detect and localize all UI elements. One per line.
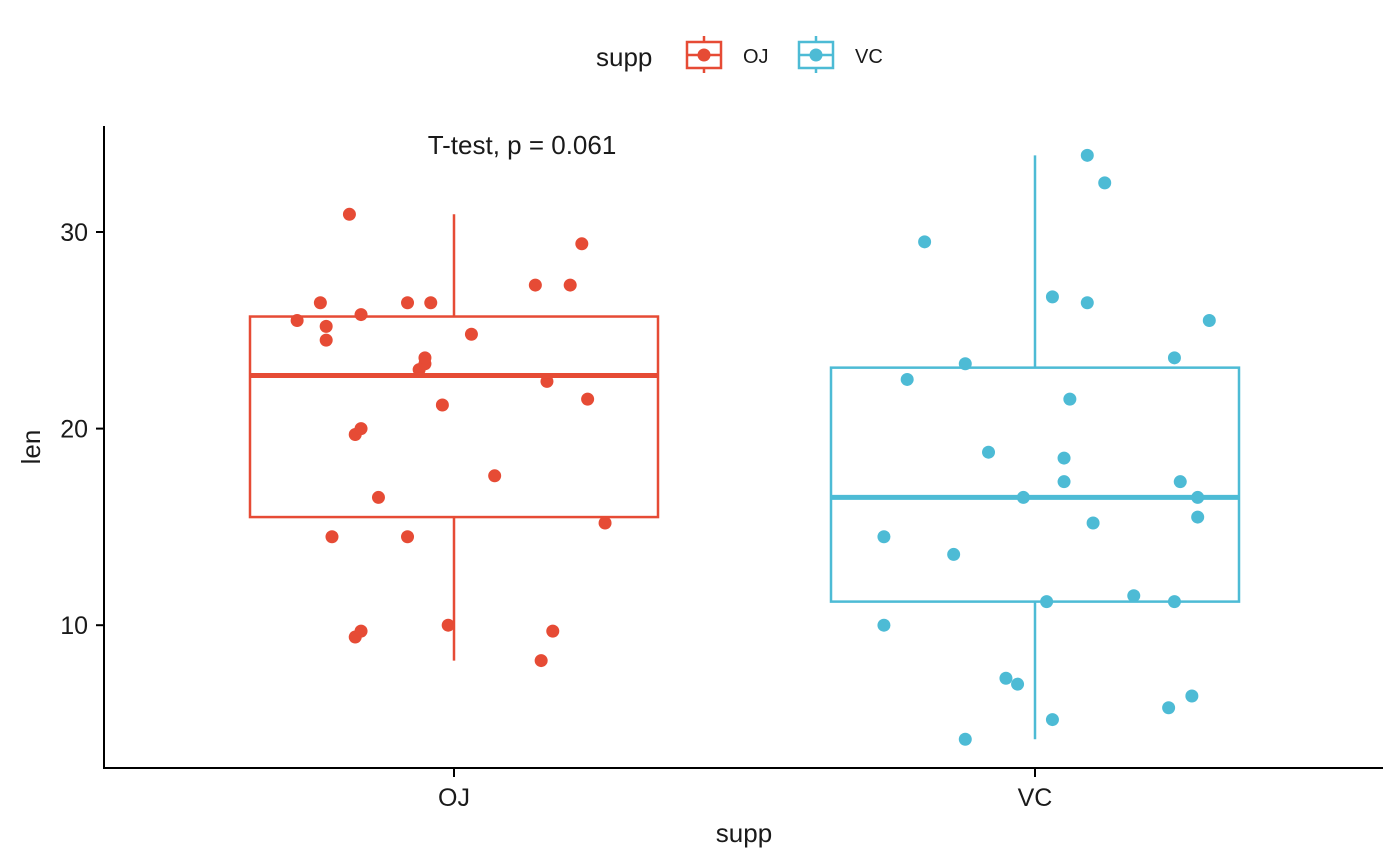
axes: 10 20 30 OJ VC [60,126,1383,812]
data-point [342,207,356,221]
data-point [1011,677,1025,691]
data-point [1162,701,1176,715]
data-point [1080,296,1094,310]
data-point [1167,351,1181,365]
data-point [1202,313,1216,327]
data-point [1098,176,1112,190]
data-point [1185,689,1199,703]
legend-label: VC [855,46,883,68]
data-point [877,618,891,632]
data-point [982,445,996,459]
box-group-oj [248,207,660,668]
data-point [900,372,914,386]
data-point [1045,290,1059,304]
data-point [598,516,612,530]
data-point [877,530,891,544]
data-point [313,296,327,310]
ttest-annotation: T-test, p = 0.061 [428,130,617,160]
data-point [534,654,548,668]
x-tick-label: VC [1018,784,1053,812]
data-point [1191,490,1205,504]
data-point [581,392,595,406]
y-tick-label: 10 [60,612,88,640]
legend-label: OJ [743,46,769,68]
data-point [354,624,368,638]
legend-entry-vc: VC [797,36,883,73]
data-point [563,278,577,292]
legend: supp OJ VC [596,36,883,73]
data-point [290,313,304,327]
data-point [1191,510,1205,524]
data-point [540,374,554,388]
y-axis-title: len [16,430,46,465]
data-point [1167,595,1181,609]
data-point [1173,475,1187,489]
data-point [354,308,368,322]
box [248,315,660,519]
data-point [1040,595,1054,609]
data-point [319,319,333,333]
data-point [1063,392,1077,406]
data-point [424,296,438,310]
box-group-vc [829,148,1241,746]
data-point [1016,490,1030,504]
data-point [1127,589,1141,603]
data-point [546,624,560,638]
data-point [1080,148,1094,162]
data-point [441,618,455,632]
x-tick-label: OJ [438,784,470,812]
data-point [354,422,368,436]
data-point [528,278,542,292]
data-point [401,296,415,310]
data-point [401,530,415,544]
data-point [999,671,1013,685]
box [829,366,1241,603]
data-point [1045,713,1059,727]
data-point [435,398,449,412]
data-point [371,490,385,504]
legend-key-point [809,48,823,62]
plot-area [248,148,1241,746]
data-point [325,530,339,544]
y-tick-label: 30 [60,219,88,247]
data-point [464,327,478,341]
data-point [418,351,432,365]
data-point [1086,516,1100,530]
data-point [958,357,972,371]
data-point [488,469,502,483]
legend-title: supp [596,42,652,72]
data-point [918,235,932,249]
y-tick-label: 20 [60,416,88,444]
data-point [1057,451,1071,465]
data-point [947,547,961,561]
legend-entry-oj: OJ [685,36,769,73]
data-point [1057,475,1071,489]
data-point [319,333,333,347]
data-point [958,732,972,746]
legend-key-point [697,48,711,62]
data-point [575,237,589,251]
x-axis-title: supp [716,818,772,848]
